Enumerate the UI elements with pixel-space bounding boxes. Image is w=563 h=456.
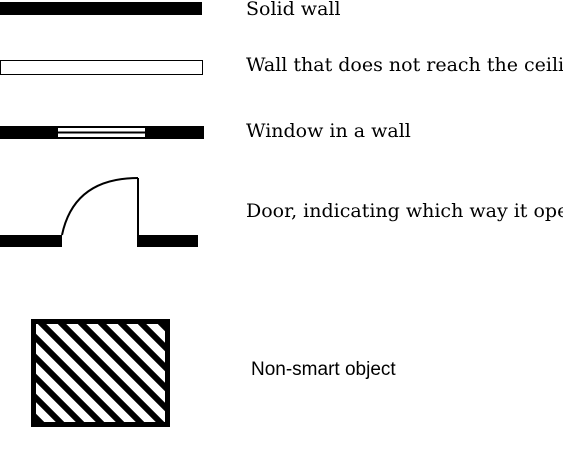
solid-wall-icon <box>0 2 202 15</box>
hatched-rectangle-icon <box>31 319 170 427</box>
legend-row-solid-wall: Solid wall <box>0 0 563 30</box>
window-label: Window in a wall <box>246 120 411 142</box>
legend-row-window: Window in a wall <box>0 115 563 155</box>
door-swing-icon <box>0 177 198 247</box>
legend-row-non-smart-object: Non-smart object <box>0 318 563 430</box>
non-smart-object-label: Non-smart object <box>251 359 396 380</box>
legend-row-partial-wall: Wall that does not reach the ceiling <box>0 50 563 90</box>
partial-wall-icon <box>0 60 203 75</box>
window-in-wall-icon <box>0 126 204 139</box>
solid-wall-label: Solid wall <box>246 0 341 20</box>
legend-row-door: Door, indicating which way it opens <box>0 170 563 260</box>
partial-wall-label: Wall that does not reach the ceiling <box>246 54 563 76</box>
door-label: Door, indicating which way it opens <box>246 200 563 222</box>
